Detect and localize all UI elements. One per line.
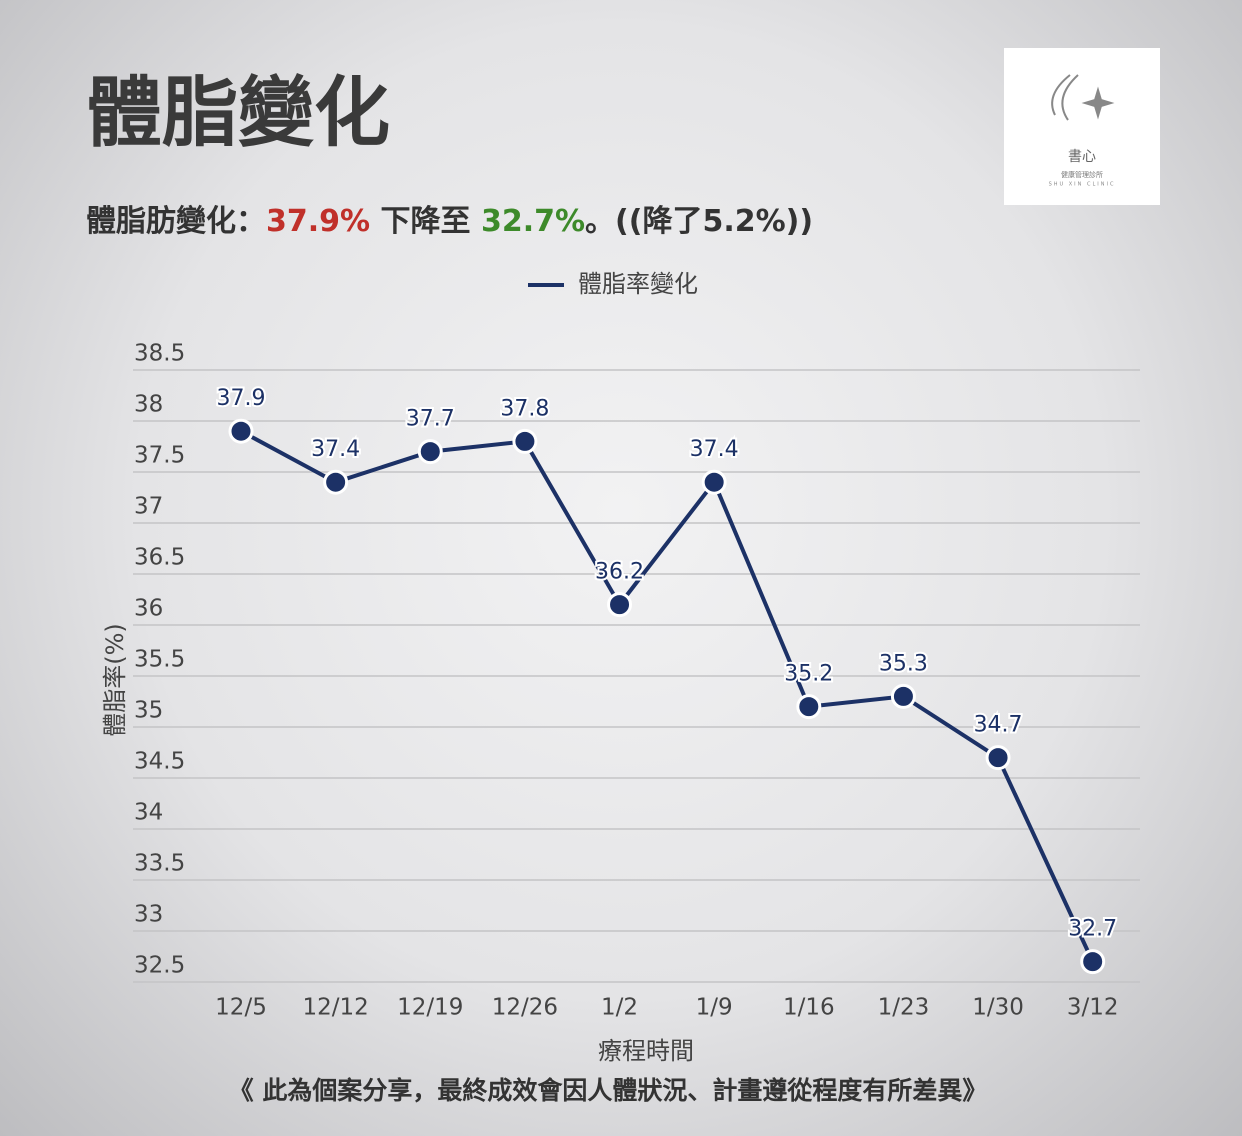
data-point	[417, 439, 443, 465]
data-label: 35.3	[879, 651, 928, 676]
y-tick-label: 35	[134, 698, 163, 724]
logo-mark	[1051, 74, 1115, 121]
x-axis-label: 療程時間	[598, 1037, 694, 1065]
subtitle-text: 。((降了5.2%))	[585, 204, 813, 239]
x-tick-label: 1/23	[878, 995, 930, 1021]
y-tick-label: 33	[134, 902, 163, 928]
y-tick-label: 32.5	[134, 953, 185, 979]
y-tick-label: 37	[134, 494, 163, 520]
subtitle: 體脂肪變化：37.9% 下降至 32.7%。((降了5.2%))	[86, 204, 813, 239]
y-tick-label: 34	[134, 800, 163, 826]
y-tick-label: 36.5	[134, 545, 185, 571]
data-label: 32.7	[1068, 917, 1117, 942]
data-label: 37.8	[500, 396, 549, 421]
data-point	[985, 745, 1011, 771]
legend-label: 體脂率變化	[578, 270, 698, 298]
x-tick-label: 12/19	[397, 995, 463, 1021]
y-tick-label: 37.5	[134, 443, 185, 469]
logo-box	[1004, 48, 1160, 205]
subtitle-text: 體脂肪變化：	[86, 204, 266, 239]
subtitle-start: 37.9%	[266, 204, 370, 239]
footer-note: 《 此為個案分享，最終成效會因人體狀況、計畫遵從程度有所差異》	[229, 1076, 988, 1105]
data-label: 37.4	[690, 437, 739, 462]
x-tick-label: 1/9	[696, 995, 733, 1021]
x-tick-label: 1/2	[601, 995, 638, 1021]
y-tick-label: 36	[134, 596, 163, 622]
data-point	[512, 428, 538, 454]
data-point	[323, 469, 349, 495]
data-label: 37.7	[406, 407, 455, 432]
logo-english: SHU XIN CLINIC	[1049, 182, 1116, 188]
logo-subname: 健康管理診所	[1061, 170, 1103, 179]
x-tick-label: 12/5	[215, 995, 267, 1021]
subtitle-text: 下降至	[370, 204, 481, 239]
y-axis-label: 體脂率(%)	[101, 623, 129, 737]
x-tick-label: 1/30	[972, 995, 1024, 1021]
data-point	[607, 592, 633, 618]
x-tick-label: 12/26	[492, 995, 558, 1021]
data-label: 35.2	[784, 662, 833, 687]
y-tick-label: 38.5	[134, 341, 185, 367]
x-tick-label: 3/12	[1067, 995, 1119, 1021]
x-tick-label: 1/16	[783, 995, 835, 1021]
logo-name: 書心	[1068, 149, 1096, 165]
data-label: 34.7	[974, 713, 1023, 738]
data-point	[796, 694, 822, 720]
data-point	[890, 683, 916, 709]
series-line	[240, 429, 1095, 963]
data-label: 37.9	[217, 386, 266, 411]
x-tick-label: 12/12	[302, 995, 368, 1021]
y-tick-label: 33.5	[134, 851, 185, 877]
y-tick-label: 35.5	[134, 647, 185, 673]
y-tick-label: 34.5	[134, 749, 185, 775]
data-label: 37.4	[311, 437, 360, 462]
subtitle-end: 32.7%	[481, 204, 585, 239]
data-label: 36.2	[595, 560, 644, 585]
data-point	[701, 469, 727, 495]
data-point	[228, 418, 254, 444]
data-point	[1080, 949, 1106, 975]
title: 體脂變化	[86, 68, 390, 157]
y-tick-label: 38	[134, 392, 163, 418]
